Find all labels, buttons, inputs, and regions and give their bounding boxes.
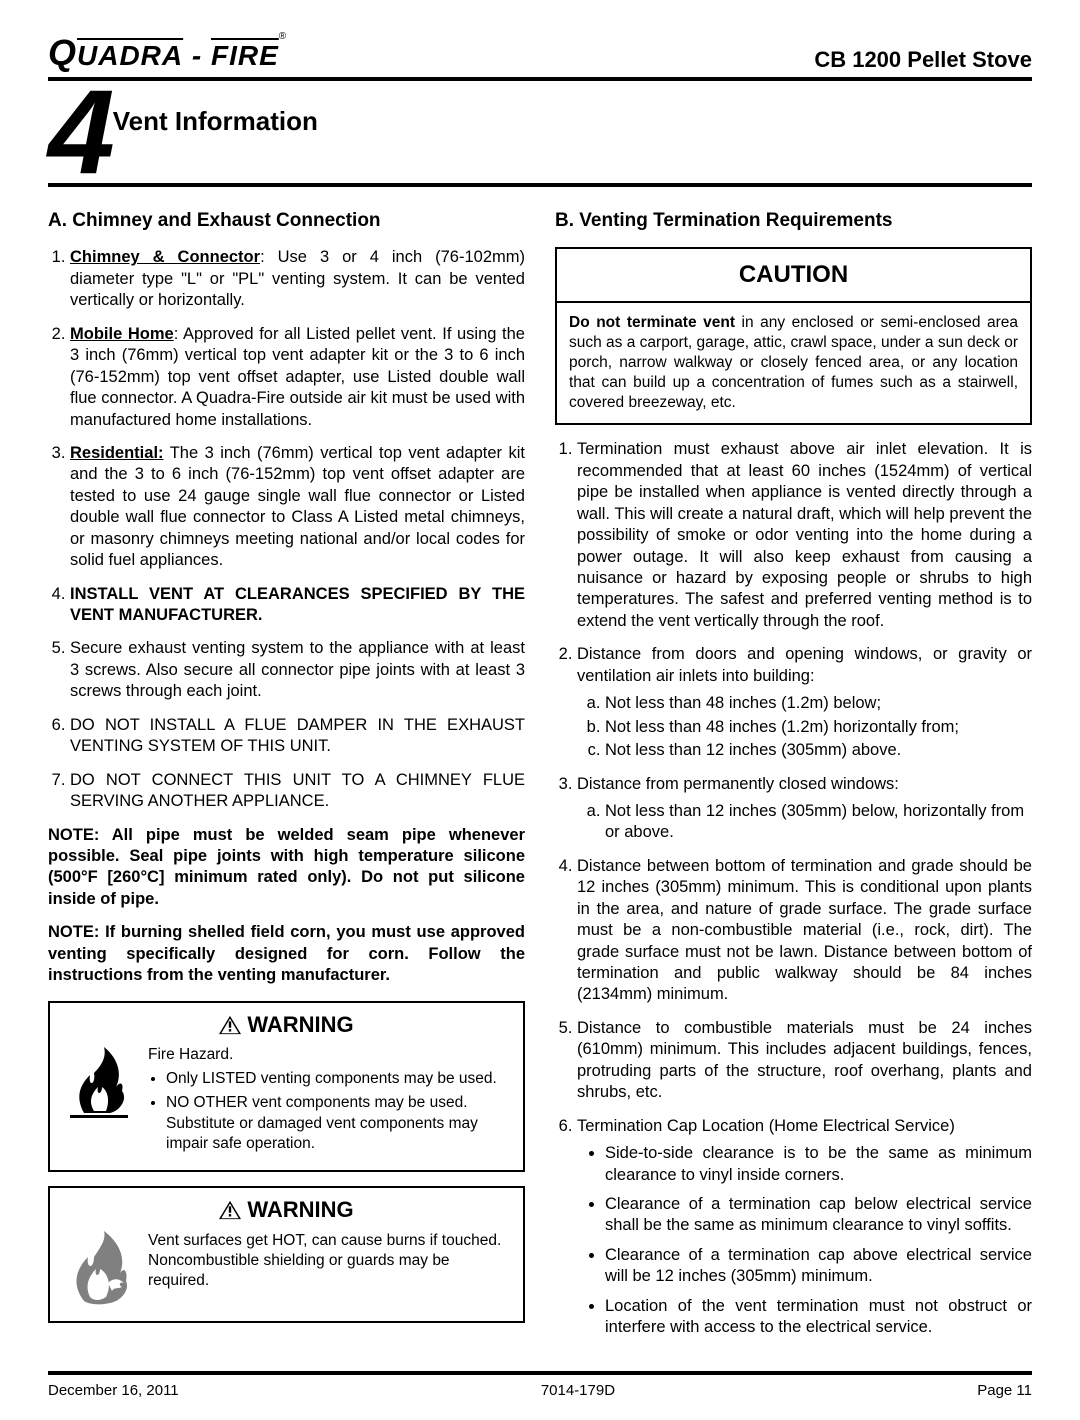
right-heading: B. Venting Termination Requirements [555,209,1032,234]
note-text: NOTE: If burning shelled field corn, you… [48,922,525,986]
brand-logo: QUADRA - FIRE® [48,30,287,77]
list-item: Distance between bottom of termination a… [577,856,1032,1006]
list-item: DO NOT CONNECT THIS UNIT TO A CHIMNEY FL… [70,770,525,813]
warning-text: Fire Hazard. Only LISTED venting compone… [148,1045,509,1158]
list-item: Termination must exhaust above air inlet… [577,439,1032,632]
warning-heading: WARNING [64,1196,509,1225]
warning-bullet: NO OTHER vent components may be used. Su… [166,1093,509,1153]
left-list: Chimney & Connector: Use 3 or 4 inch (76… [48,247,525,812]
section-header: 4 Vent Information [48,81,1032,187]
fire-icon [64,1045,134,1123]
footer-page-number: Page 11 [977,1381,1032,1401]
section-title: Vent Information [113,105,318,139]
left-heading: A. Chimney and Exhaust Connection [48,209,525,234]
right-column: B. Venting Termination Requirements CAUT… [555,209,1032,1351]
note-text: NOTE: All pipe must be welded seam pipe … [48,825,525,911]
sub-item: Clearance of a termination cap above ele… [605,1245,1032,1288]
caution-heading: CAUTION [555,247,1032,300]
warning-triangle-icon [219,1015,241,1035]
sub-item: Not less than 48 inches (1.2m) horizonta… [605,717,1032,738]
sub-item: Not less than 48 inches (1.2m) below; [605,693,1032,714]
warning-bullet: Only LISTED venting components may be us… [166,1069,509,1089]
warning-heading: WARNING [64,1011,509,1040]
hot-surface-icon [64,1231,134,1309]
page-footer: December 16, 2011 7014-179D Page 11 [48,1371,1032,1401]
sub-item: Clearance of a termination cap below ele… [605,1194,1032,1237]
list-item: INSTALL VENT AT CLEARANCES SPECIFIED BY … [70,584,525,627]
caution-body: Do not terminate vent in any enclosed or… [555,301,1032,426]
left-column: A. Chimney and Exhaust Connection Chimne… [48,209,525,1351]
sub-item: Not less than 12 inches (305mm) below, h… [605,801,1032,844]
list-item: DO NOT INSTALL A FLUE DAMPER IN THE EXHA… [70,715,525,758]
list-item: Distance from doors and opening windows,… [577,644,1032,761]
list-item: Termination Cap Location (Home Electrica… [577,1116,1032,1339]
footer-doc-number: 7014-179D [541,1381,615,1401]
sub-item: Not less than 12 inches (305mm) above. [605,740,1032,761]
warning-box: WARNING Fire Hazard. Only LISTED venting… [48,1001,525,1172]
right-list: Termination must exhaust above air inlet… [555,439,1032,1338]
warning-text: Vent surfaces get HOT, can cause burns i… [148,1231,509,1291]
sub-item: Side-to-side clearance is to be the same… [605,1143,1032,1186]
list-item: Chimney & Connector: Use 3 or 4 inch (76… [70,247,525,311]
page-header: QUADRA - FIRE® CB 1200 Pellet Stove [48,28,1032,81]
list-item: Distance from permanently closed windows… [577,774,1032,844]
list-item: Distance to combustible materials must b… [577,1018,1032,1104]
list-item: Secure exhaust venting system to the app… [70,638,525,702]
list-item: Mobile Home: Approved for all Listed pel… [70,324,525,431]
content-columns: A. Chimney and Exhaust Connection Chimne… [48,209,1032,1351]
warning-triangle-icon [219,1200,241,1220]
sub-item: Location of the vent termination must no… [605,1296,1032,1339]
section-number: 4 [48,81,109,183]
footer-date: December 16, 2011 [48,1381,179,1401]
warning-box: WARNING Vent surfaces get HOT, can cause… [48,1186,525,1323]
list-item: Residential: The 3 inch (76mm) vertical … [70,443,525,572]
model-title: CB 1200 Pellet Stove [814,46,1032,75]
